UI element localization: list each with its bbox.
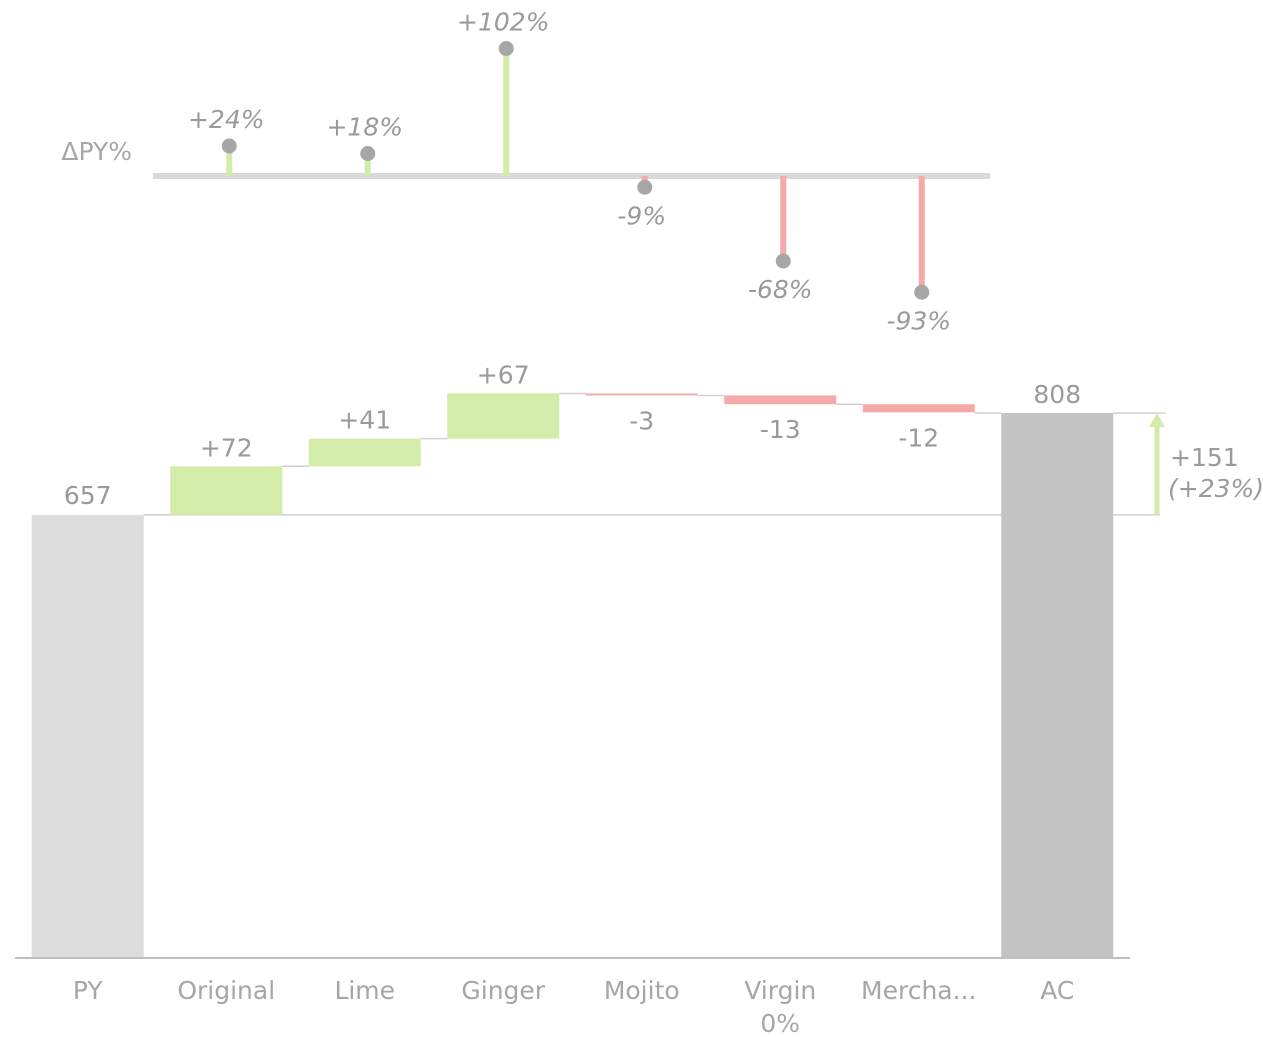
data-label-virgin-0: -13 [760,415,801,444]
data-label-lime: +41 [338,406,391,435]
bar-original [170,466,283,515]
dot-ginger [498,41,514,56]
x-tick-label-py: PY [73,976,104,1005]
dot-lime [360,146,376,161]
difference-percent-label: (+23%) [1168,474,1263,503]
delta-label-mercha: -93% [886,306,951,335]
waterfall-chart: 657 +72 +41 +67 -3 -13 -12 808 +151(+23%) PY Origi… [15,360,1263,1037]
dot-mercha [914,284,930,300]
x-tick-label-original: Original [177,976,275,1005]
data-label-mojito: -3 [629,406,654,435]
x-tick-label-mercha: Mercha... [861,976,976,1005]
data-label-ginger: +67 [477,360,530,389]
dot-mojito [637,179,653,195]
difference-label: +151 [1170,443,1239,472]
difference-arrow-head [1149,413,1165,427]
bar-py [31,514,144,958]
x-tick-label-ac: AC [1040,976,1074,1005]
dot-virgin-0 [775,253,791,269]
data-label-mercha: -12 [898,423,939,452]
bar-virgin-0 [724,395,837,405]
bar-ginger [447,393,560,439]
x-tick-label-virgin-0: Virgin [744,976,816,1005]
x-tick-label-mojito: Mojito [604,976,680,1005]
x-tick-label-virgin-0-line2: 0% [760,1009,800,1037]
delta-label-ginger: +102% [457,8,549,37]
data-label-original: +72 [200,433,253,462]
bar-mercha [862,404,975,413]
bar-mojito [585,393,698,396]
x-tick-label-lime: Lime [334,976,395,1005]
delta-py-percent-chart: ΔPY% +24% +18% +102% -9% -68% -93% [61,8,990,335]
delta-label-lime: +18% [326,113,403,142]
delta-label-mojito: -9% [617,201,666,230]
delta-py-row-label: ΔPY% [61,137,132,166]
delta-label-virgin-0: -68% [748,275,813,304]
delta-label-original: +24% [188,105,265,134]
data-label-ac: 808 [1033,380,1081,409]
data-label-py: 657 [64,481,112,510]
dot-original [221,138,237,154]
bar-ac [1001,413,1114,958]
x-tick-label-ginger: Ginger [461,976,545,1005]
bar-lime [308,438,421,467]
